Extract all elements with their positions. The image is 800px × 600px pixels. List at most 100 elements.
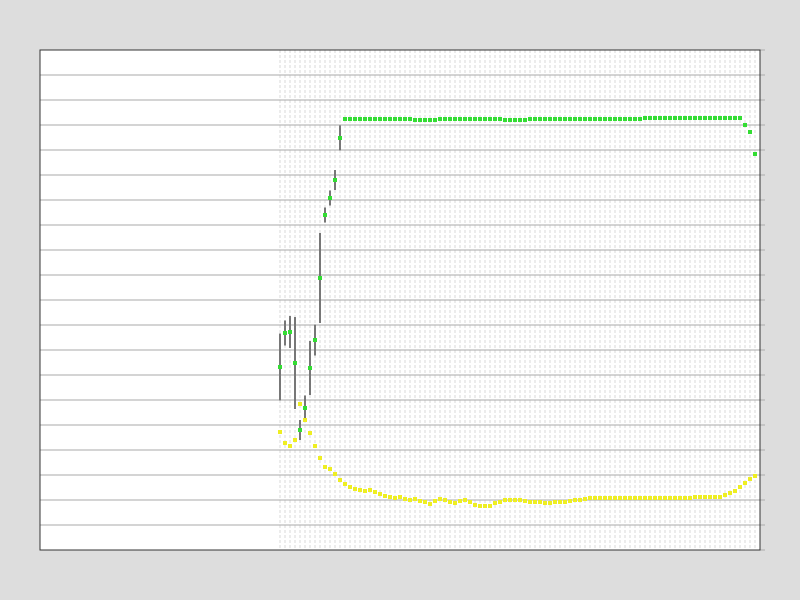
point <box>328 467 332 471</box>
point <box>283 441 287 445</box>
point <box>573 117 577 121</box>
point <box>593 496 597 500</box>
point <box>518 498 522 502</box>
point <box>753 474 757 478</box>
point <box>538 117 542 121</box>
point <box>398 495 402 499</box>
point <box>633 496 637 500</box>
point <box>743 481 747 485</box>
point <box>713 116 717 120</box>
point <box>633 117 637 121</box>
point <box>413 118 417 122</box>
point <box>458 499 462 503</box>
point <box>428 502 432 506</box>
point <box>298 402 302 406</box>
point <box>308 366 312 370</box>
point <box>593 117 597 121</box>
point <box>278 365 282 369</box>
point <box>388 495 392 499</box>
point <box>383 117 387 121</box>
point <box>298 428 302 432</box>
point <box>643 116 647 120</box>
point <box>543 501 547 505</box>
point <box>368 488 372 492</box>
point <box>683 496 687 500</box>
point <box>583 497 587 501</box>
point <box>553 117 557 121</box>
point <box>563 117 567 121</box>
point <box>293 361 297 365</box>
point <box>423 500 427 504</box>
point <box>443 498 447 502</box>
point <box>653 496 657 500</box>
point <box>398 117 402 121</box>
point <box>513 498 517 502</box>
point <box>508 498 512 502</box>
plot-border <box>39 49 761 551</box>
point <box>603 117 607 121</box>
point <box>323 213 327 217</box>
point <box>483 117 487 121</box>
point <box>573 498 577 502</box>
point <box>303 418 307 422</box>
point <box>373 490 377 494</box>
point <box>468 500 472 504</box>
point <box>438 497 442 501</box>
point <box>543 117 547 121</box>
point <box>638 496 642 500</box>
point <box>338 136 342 140</box>
point <box>598 496 602 500</box>
point <box>488 117 492 121</box>
point <box>713 495 717 499</box>
point <box>663 496 667 500</box>
point <box>538 500 542 504</box>
point <box>363 489 367 493</box>
point <box>503 498 507 502</box>
point <box>548 501 552 505</box>
point <box>698 116 702 120</box>
point <box>423 118 427 122</box>
point <box>378 117 382 121</box>
point <box>558 500 562 504</box>
point <box>548 117 552 121</box>
point <box>588 496 592 500</box>
point <box>468 117 472 121</box>
point <box>328 196 332 200</box>
point <box>648 116 652 120</box>
point <box>333 178 337 182</box>
point <box>288 444 292 448</box>
point <box>283 331 287 335</box>
point <box>358 488 362 492</box>
point <box>588 117 592 121</box>
point <box>428 118 432 122</box>
point <box>628 117 632 121</box>
point <box>513 118 517 122</box>
point <box>358 117 362 121</box>
point <box>668 116 672 120</box>
point <box>323 465 327 469</box>
point <box>693 116 697 120</box>
point <box>613 117 617 121</box>
point <box>648 496 652 500</box>
point <box>638 117 642 121</box>
point <box>603 496 607 500</box>
point <box>753 152 757 156</box>
point <box>478 117 482 121</box>
point <box>533 117 537 121</box>
point <box>348 485 352 489</box>
point <box>628 496 632 500</box>
point <box>498 500 502 504</box>
point <box>738 485 742 489</box>
point <box>598 117 602 121</box>
point <box>363 117 367 121</box>
point <box>608 496 612 500</box>
point <box>353 117 357 121</box>
point <box>353 487 357 491</box>
point <box>393 496 397 500</box>
point <box>443 117 447 121</box>
point <box>448 500 452 504</box>
point <box>318 456 322 460</box>
point <box>728 491 732 495</box>
point <box>703 495 707 499</box>
